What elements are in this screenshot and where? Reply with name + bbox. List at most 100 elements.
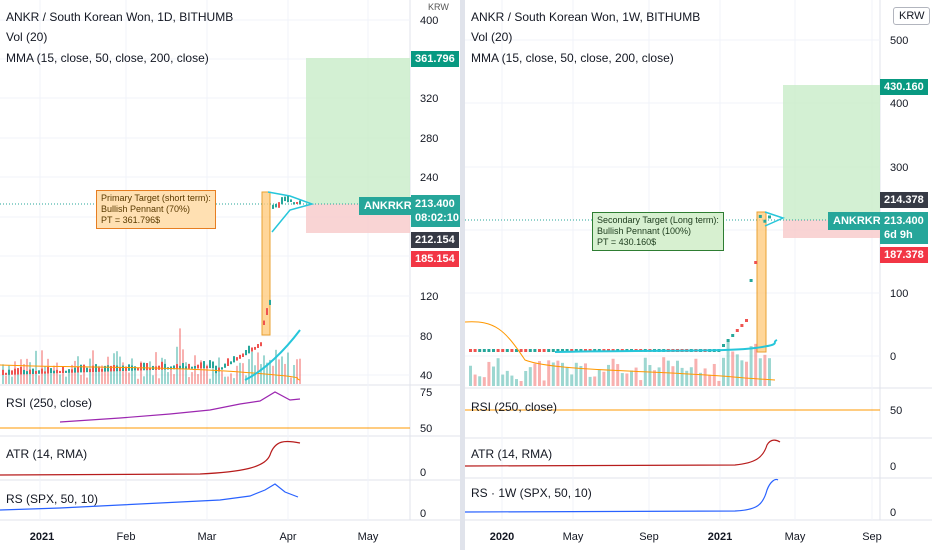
volume-bar	[616, 364, 620, 386]
primary-target-annotation[interactable]: Primary Target (short term): Bullish Pen…	[96, 190, 216, 229]
target-price-tag: 430.160	[880, 79, 928, 95]
volume-bar	[639, 380, 643, 386]
rs-legend[interactable]: RS · 1W (SPX, 50, 10)	[471, 486, 592, 500]
volume-bar	[128, 372, 130, 384]
volume-bar	[487, 361, 491, 386]
candle	[134, 366, 136, 371]
candle	[53, 370, 55, 374]
annotation-line-3: PT = 361.796$	[101, 215, 161, 225]
candle	[188, 363, 190, 369]
volume-bar	[143, 376, 145, 384]
candle	[510, 349, 514, 352]
panel-divider[interactable]	[460, 0, 465, 550]
volume-bar	[726, 340, 730, 386]
volume-bar	[227, 376, 229, 384]
volume-bar	[209, 378, 211, 384]
volume-bar	[712, 363, 716, 386]
volume-bar	[501, 374, 505, 386]
volume-bar	[505, 370, 509, 386]
candle	[561, 349, 564, 352]
volume-bar	[469, 365, 472, 386]
currency-button[interactable]: KRW	[893, 7, 931, 25]
candle	[266, 308, 268, 315]
volume-bar	[287, 352, 289, 384]
bar-countdown: 08:02:10	[415, 212, 460, 224]
candle	[149, 367, 151, 371]
secondary-target-annotation[interactable]: Secondary Target (Long term): Bullish Pe…	[592, 212, 724, 251]
candle	[224, 363, 226, 368]
volume-bar	[179, 328, 181, 384]
candle	[170, 366, 172, 370]
rsi-tick-label: 50	[420, 423, 432, 435]
price-tick-label: 40	[420, 370, 432, 382]
candle	[533, 349, 537, 352]
candle	[173, 365, 175, 370]
rsi-line	[59, 391, 301, 423]
volume-bar	[197, 374, 199, 384]
candle	[579, 349, 583, 352]
candle	[299, 200, 301, 205]
volume-bar	[524, 370, 528, 386]
candle	[248, 345, 250, 354]
chart-panel-weekly[interactable]: 500400300200100050002020MaySep2021MaySep…	[465, 0, 932, 550]
volume-bar	[164, 359, 166, 384]
volume-bar	[68, 371, 70, 384]
chart-panel-daily[interactable]: 40036032028024020016012080407550002021Fe…	[0, 0, 460, 550]
volume-bar	[275, 349, 277, 384]
volume-legend[interactable]: Vol (20)	[6, 30, 48, 44]
candle	[56, 369, 58, 374]
candle	[542, 349, 546, 352]
candle	[293, 202, 295, 205]
volume-bar	[703, 368, 707, 386]
candle	[236, 357, 238, 361]
mma-fast-line	[465, 321, 776, 381]
volume-bar	[510, 375, 514, 386]
breakout-candle-box	[756, 211, 767, 353]
candle	[77, 366, 79, 373]
volume-bar	[593, 376, 597, 386]
candle	[203, 361, 205, 369]
rsi-legend[interactable]: RSI (250, close)	[471, 400, 558, 414]
candle	[23, 369, 25, 375]
atr-legend[interactable]: ATR (14, RMA)	[471, 447, 553, 461]
volume-bar	[561, 362, 564, 386]
candle	[570, 349, 574, 352]
candle	[740, 324, 744, 327]
volume-bar	[11, 376, 13, 384]
last-price-tag: 213.400 6d 9h	[880, 212, 928, 244]
volume-bar	[699, 372, 702, 386]
volume-bar	[482, 377, 486, 386]
weekly-chart-canvas[interactable]: 500400300200100050002020MaySep2021MaySep	[465, 0, 932, 550]
candle	[763, 219, 767, 223]
volume-bar	[221, 370, 223, 384]
volume-bar	[71, 364, 73, 384]
volume-bar	[519, 381, 523, 386]
volume-legend[interactable]: Vol (20)	[471, 30, 513, 44]
stop-price-tag: 185.154	[411, 251, 459, 267]
volume-bar	[206, 364, 208, 384]
candle	[20, 366, 22, 375]
volume-bar	[473, 374, 477, 386]
daily-chart-canvas[interactable]: 40036032028024020016012080407550002021Fe…	[0, 0, 460, 550]
rs-legend[interactable]: RS (SPX, 50, 10)	[6, 492, 99, 506]
volume-bar	[290, 377, 292, 384]
mma-legend[interactable]: MMA (15, close, 50, close, 200, close)	[6, 51, 209, 65]
price-tick-label: 240	[420, 172, 438, 184]
time-tick-label: Sep	[639, 531, 659, 543]
volume-bar	[565, 366, 569, 386]
mma-legend[interactable]: MMA (15, close, 50, close, 200, close)	[471, 51, 674, 65]
rsi-legend[interactable]: RSI (250, close)	[6, 396, 93, 410]
candle	[185, 366, 187, 369]
volume-bar	[597, 369, 601, 386]
candle	[296, 201, 298, 204]
candle	[164, 363, 166, 370]
volume-bar	[65, 376, 67, 384]
atr-legend[interactable]: ATR (14, RMA)	[6, 447, 88, 461]
candle	[113, 365, 115, 372]
volume-bar	[188, 377, 190, 384]
price-tick-label: 0	[890, 351, 896, 363]
volume-bar	[83, 365, 85, 384]
candle	[501, 349, 505, 352]
candle	[574, 349, 578, 352]
candle	[272, 204, 274, 209]
